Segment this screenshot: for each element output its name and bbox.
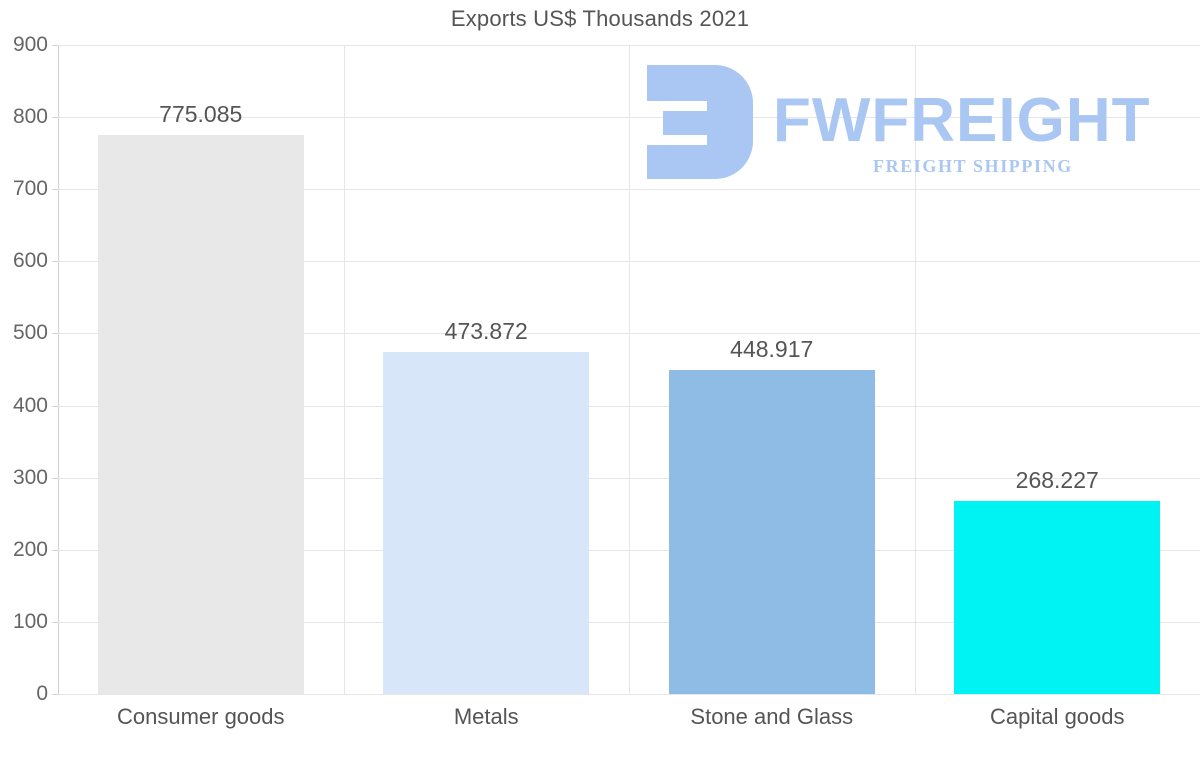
y-axis-tick-label: 500 xyxy=(12,321,48,345)
bar-3[interactable] xyxy=(668,370,875,694)
y-axis-tick-mark xyxy=(52,477,59,479)
y-axis-tick-label: 100 xyxy=(12,609,48,633)
y-axis-tick-label: 0 xyxy=(36,682,48,705)
x-axis-category-label: Capital goods xyxy=(989,704,1125,729)
y-axis-tick-mark xyxy=(52,621,59,623)
y-axis-tick-mark xyxy=(52,405,59,407)
x-axis-category-label: Consumer goods xyxy=(116,704,285,729)
y-axis-tick-mark xyxy=(52,189,59,191)
x-axis-category-label: Metals xyxy=(453,704,519,729)
y-axis-tick-mark xyxy=(52,45,59,46)
bar-4[interactable] xyxy=(954,500,1161,694)
plot-area xyxy=(58,45,1200,695)
y-axis-tick-label: 700 xyxy=(12,177,48,201)
bar-1[interactable] xyxy=(97,135,304,694)
y-axis-tick-label: 300 xyxy=(12,465,48,489)
y-axis-tick-label: 600 xyxy=(12,249,48,273)
y-axis-tick-label: 200 xyxy=(12,537,48,561)
grid-line-vertical xyxy=(343,45,345,694)
y-axis-tick-mark xyxy=(52,261,59,263)
y-axis-tick-label: 800 xyxy=(12,105,48,129)
y-axis-tick-mark xyxy=(52,549,59,551)
bar-value-label: 775.085 xyxy=(159,101,243,128)
grid-line-horizontal xyxy=(58,694,1200,695)
x-axis-category-label: Stone and Glass xyxy=(690,704,854,729)
bar-value-label: 473.872 xyxy=(444,318,528,345)
grid-line-vertical xyxy=(914,45,916,694)
y-axis-tick-mark xyxy=(52,117,59,119)
bar-2[interactable] xyxy=(383,352,590,694)
y-axis-line xyxy=(58,45,59,695)
bar-value-label: 268.227 xyxy=(1015,466,1099,493)
y-axis-tick-label: 400 xyxy=(12,393,48,417)
grid-line-vertical xyxy=(629,45,630,694)
chart-title: Exports US$ Thousands 2021 xyxy=(450,6,750,31)
y-axis-tick-mark xyxy=(52,694,59,695)
y-axis-tick-label: 900 xyxy=(12,33,48,56)
bar-value-label: 448.917 xyxy=(730,336,814,363)
y-axis-tick-mark xyxy=(52,333,59,335)
